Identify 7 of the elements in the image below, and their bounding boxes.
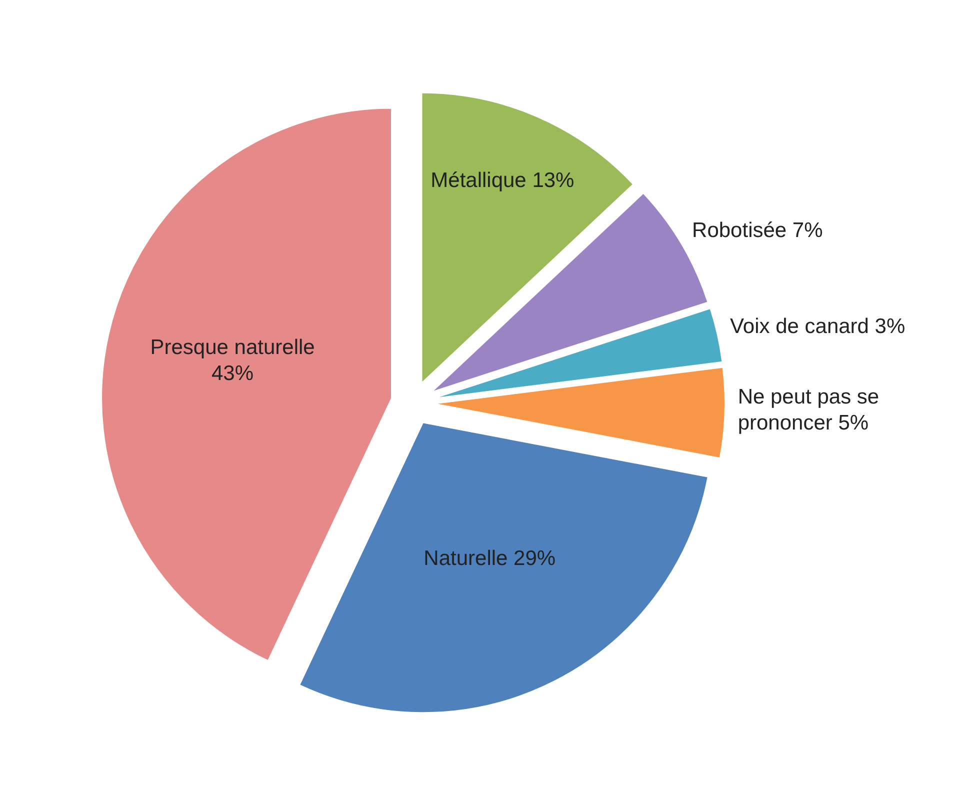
slice-label: Ne peut pas se prononcer 5%	[738, 384, 880, 434]
slice-label: Presque naturelle	[150, 335, 315, 358]
slice-label: Naturelle 29%	[424, 546, 556, 570]
slice-label: Métallique 13%	[430, 168, 574, 192]
slice-label: Robotisée 7%	[692, 218, 823, 242]
slice-label: Voix de canard 3%	[730, 314, 906, 338]
data-label: 43%	[212, 361, 254, 384]
